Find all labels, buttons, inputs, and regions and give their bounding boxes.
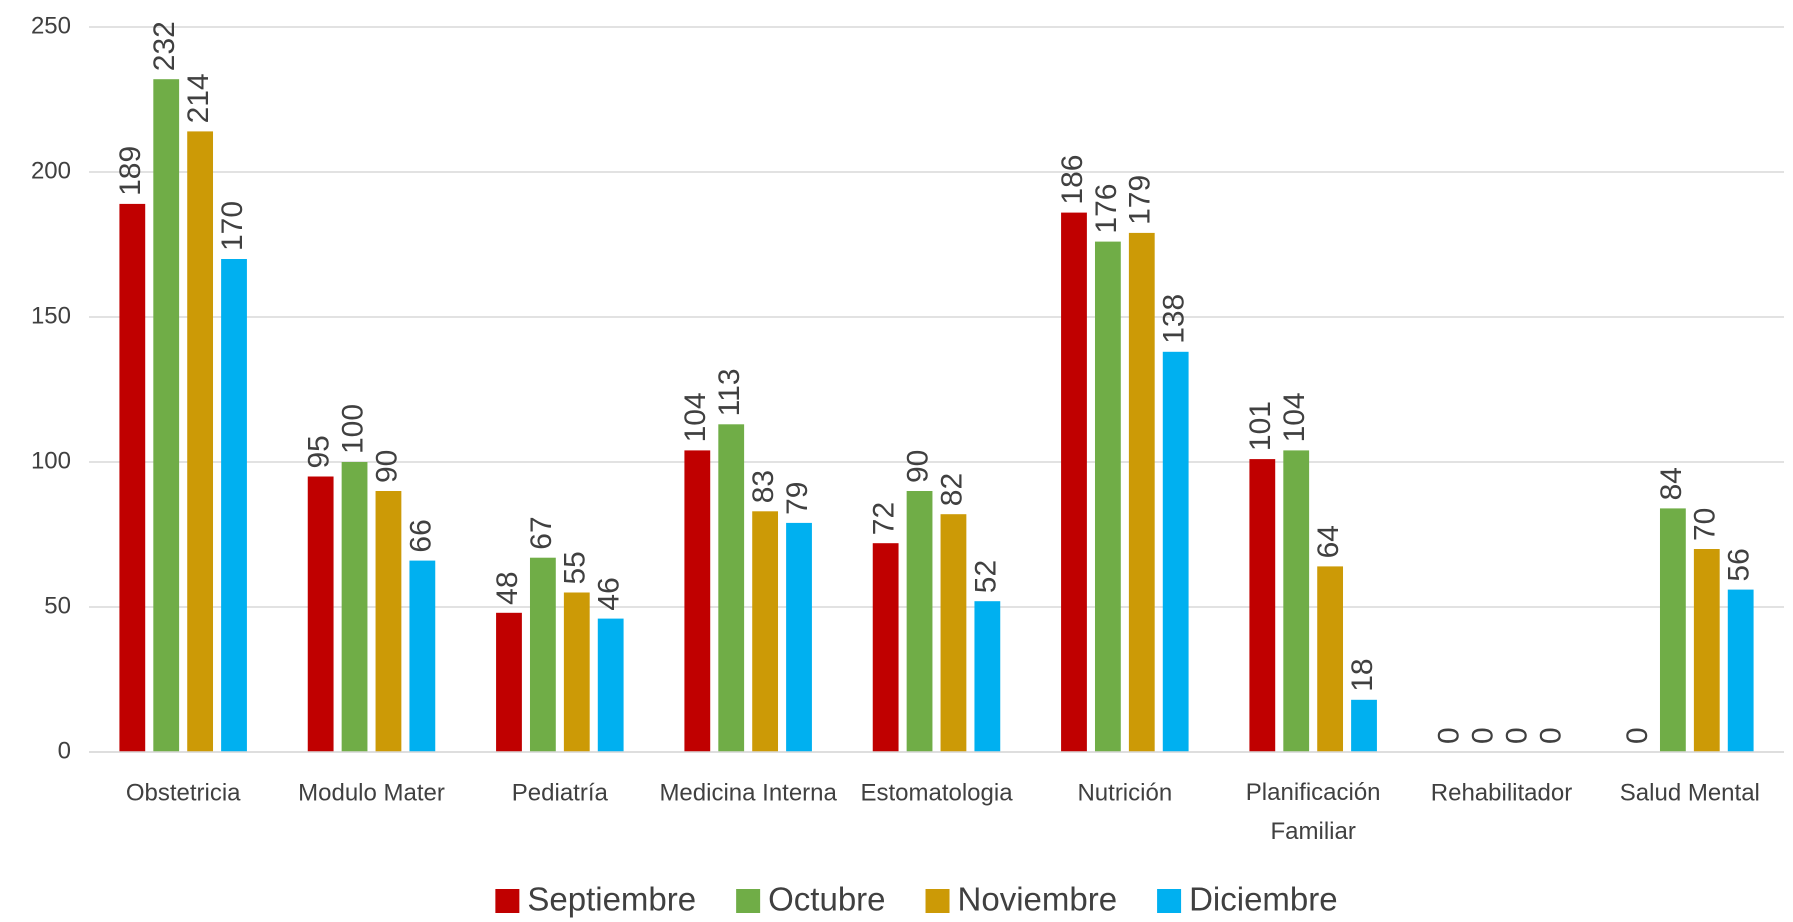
bar	[563, 592, 590, 752]
bar	[1162, 351, 1189, 752]
data-label: 72	[868, 502, 901, 535]
y-tick-label: 150	[31, 302, 71, 329]
data-label: 104	[679, 392, 712, 442]
bar	[752, 511, 779, 752]
bar	[1061, 212, 1087, 753]
bar	[375, 491, 402, 752]
bar	[906, 491, 933, 752]
data-label: 101	[1244, 401, 1277, 451]
bar	[1094, 241, 1121, 752]
y-tick-label: 250	[31, 12, 71, 39]
data-label: 83	[747, 470, 780, 503]
x-tick-label: Modulo Mater	[298, 779, 445, 806]
bar	[153, 79, 180, 752]
data-label: 0	[1500, 727, 1533, 744]
data-label: 0	[1433, 727, 1466, 744]
data-label: 70	[1689, 508, 1722, 541]
data-label: 232	[148, 21, 181, 71]
data-label: 138	[1158, 294, 1191, 344]
bar	[496, 612, 522, 752]
bar	[1659, 508, 1686, 752]
data-label: 18	[1346, 658, 1379, 691]
bar	[221, 259, 247, 752]
bar	[529, 557, 556, 752]
bar	[1693, 549, 1720, 752]
y-tick-label: 50	[44, 592, 71, 619]
data-label: 113	[713, 368, 746, 416]
legend-swatch	[736, 889, 761, 913]
bar	[597, 618, 624, 752]
legend-label: Noviembre	[958, 881, 1118, 918]
data-label: 0	[1534, 727, 1567, 744]
bar	[786, 522, 812, 752]
bar	[409, 560, 436, 752]
bar	[974, 601, 1001, 752]
y-tick-label: 200	[31, 157, 71, 184]
bar	[1128, 232, 1155, 752]
data-label: 90	[901, 450, 934, 483]
bar	[119, 203, 146, 752]
data-label: 179	[1124, 175, 1157, 225]
bar	[940, 514, 967, 752]
data-label: 46	[593, 577, 626, 610]
data-label: 170	[216, 201, 249, 251]
data-label: 214	[182, 73, 215, 123]
x-tick-label: Nutrición	[1077, 779, 1172, 806]
data-label: 56	[1723, 548, 1756, 581]
data-label: 0	[1621, 727, 1654, 744]
bar	[341, 462, 368, 752]
data-label: 90	[370, 450, 403, 483]
legend-label: Octubre	[768, 881, 885, 918]
bar	[872, 543, 899, 752]
legend-label: Septiembre	[527, 881, 696, 918]
legend-label: Diciembre	[1189, 881, 1338, 918]
x-tick-label: Obstetricia	[126, 779, 241, 806]
data-label: 79	[781, 482, 814, 515]
data-label: 64	[1312, 525, 1345, 558]
x-tick-label: Pediatría	[512, 779, 609, 806]
y-tick-label: 100	[31, 447, 71, 474]
data-label: 84	[1655, 467, 1688, 500]
data-label: 0	[1466, 727, 1499, 744]
x-tick-label: Rehabilitador	[1431, 779, 1572, 806]
bar	[1249, 459, 1276, 752]
data-label: 52	[969, 560, 1002, 593]
bar	[307, 476, 334, 752]
data-label: 104	[1278, 392, 1311, 442]
bar	[1351, 699, 1377, 752]
data-label: 176	[1090, 184, 1123, 234]
y-tick-label: 0	[58, 737, 71, 764]
data-label: 66	[404, 519, 437, 552]
bar	[718, 424, 745, 752]
data-label: 48	[491, 571, 524, 604]
bar	[1317, 566, 1344, 752]
data-label: 100	[336, 404, 369, 454]
data-label: 186	[1056, 155, 1089, 205]
bar	[684, 450, 711, 752]
x-tick-label: Medicina Interna	[659, 779, 837, 806]
legend-swatch	[925, 889, 950, 913]
legend-swatch	[1157, 889, 1182, 913]
legend-swatch	[495, 889, 520, 913]
data-label: 55	[559, 551, 592, 584]
bar	[1283, 450, 1310, 752]
x-tick-label: Salud Mental	[1620, 779, 1760, 806]
bar	[187, 131, 214, 752]
data-label: 82	[935, 473, 968, 506]
x-tick-label: Estomatologia	[860, 779, 1013, 806]
bar	[1727, 589, 1754, 752]
data-label: 189	[114, 146, 147, 196]
data-label: 67	[525, 516, 558, 549]
data-label: 95	[303, 435, 336, 468]
x-tick-label: Planificación Familiar	[1246, 779, 1381, 845]
